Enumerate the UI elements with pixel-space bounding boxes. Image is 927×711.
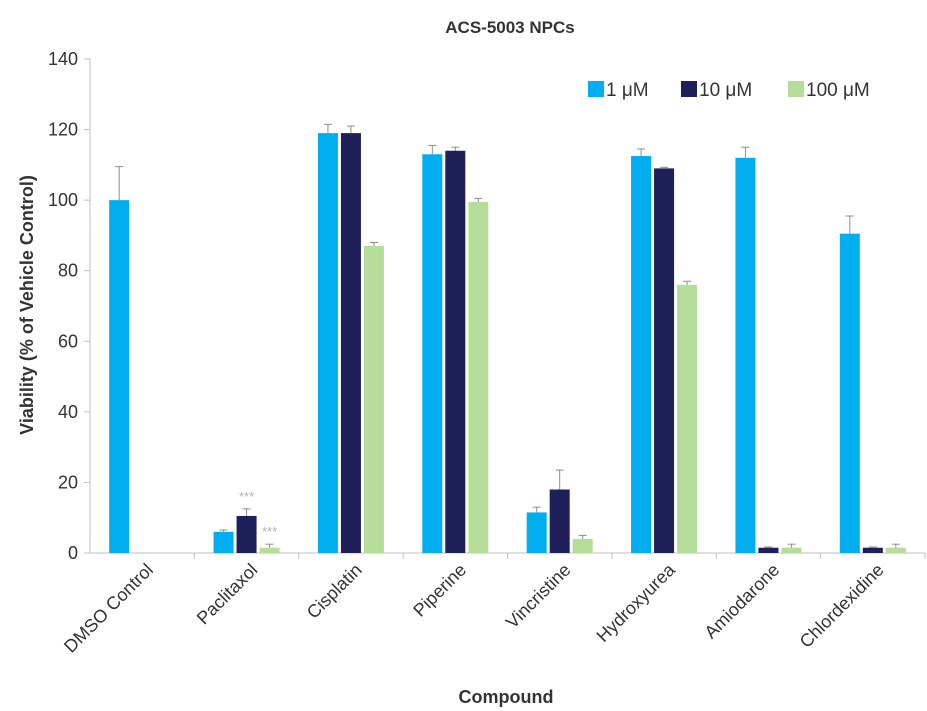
bar xyxy=(422,154,443,553)
legend-swatch xyxy=(588,81,604,97)
significance-label: *** xyxy=(262,524,277,539)
bar xyxy=(654,168,675,553)
bar xyxy=(572,538,593,553)
bar xyxy=(445,150,466,553)
x-tick-label: Vincristine xyxy=(502,560,575,633)
y-axis-title: Viability (% of Vehicle Control) xyxy=(17,175,37,435)
bar xyxy=(677,284,698,553)
x-tick-label: Paclitaxol xyxy=(193,560,262,629)
bar xyxy=(236,515,257,553)
x-tick-label: Cisplatin xyxy=(303,560,366,623)
bar xyxy=(631,156,652,554)
bar xyxy=(862,547,883,553)
y-tick-label: 120 xyxy=(48,120,78,140)
y-tick-label: 0 xyxy=(68,543,78,563)
bar xyxy=(758,547,779,553)
bar xyxy=(213,531,234,553)
legend-swatch xyxy=(788,81,804,97)
bars: *** *** xyxy=(109,123,906,554)
significance-label: *** xyxy=(239,489,254,504)
x-tick-label: Piperine xyxy=(409,560,470,621)
legend-swatch xyxy=(681,81,697,97)
legend-label: 100 μM xyxy=(806,80,870,101)
x-tick-label: DMSO Control xyxy=(60,560,157,657)
bar xyxy=(109,200,130,553)
bar xyxy=(526,512,547,553)
x-tick-label: Amiodarone xyxy=(700,560,783,643)
bar xyxy=(363,246,384,553)
y-tick-label: 140 xyxy=(48,49,78,69)
x-tick-label: Hydroxyurea xyxy=(593,559,680,646)
y-tick-label: 40 xyxy=(58,402,78,422)
legend-label: 10 μM xyxy=(699,80,752,101)
bar xyxy=(735,157,756,554)
bar xyxy=(549,489,570,553)
legend: 1 μM 10 μM 100 μM xyxy=(588,80,870,101)
bar xyxy=(885,547,906,553)
y-tick-label: 100 xyxy=(48,190,78,210)
bar xyxy=(468,201,489,553)
bar xyxy=(317,133,338,553)
x-axis-title: Compound xyxy=(459,687,554,707)
legend-label: 1 μM xyxy=(606,80,649,101)
bar xyxy=(340,133,361,553)
bar xyxy=(259,547,280,553)
y-tick-label: 20 xyxy=(58,472,78,492)
bar xyxy=(781,547,802,553)
y-tick-label: 80 xyxy=(58,261,78,281)
chart-title: ACS-5003 NPCs xyxy=(445,18,574,37)
y-tick-label: 60 xyxy=(58,331,78,351)
bar xyxy=(839,233,860,553)
x-tick-label: Chlordexidine xyxy=(796,560,888,652)
